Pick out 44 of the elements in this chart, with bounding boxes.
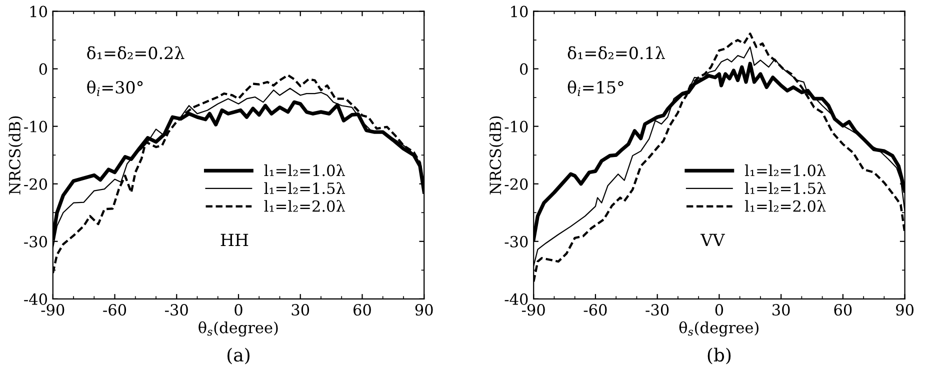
legend-label: l₁=l₂=1.0λ [744,164,826,176]
legend-label: l₁=l₂=1.5λ [264,182,346,194]
legend-label: l₁=l₂=1.0λ [264,164,346,176]
annotation: HH [220,234,248,246]
y-tick-label: -30 [24,236,48,248]
x-tick-label: 0 [715,304,724,316]
legend-label: l₁=l₂=1.5λ [744,182,826,194]
x-tick-label: -90 [522,304,545,316]
y-tick-label: 0 [39,63,48,75]
x-axis-title: θ$_{s}$(degree) [679,321,758,337]
annotation: θ$_{i}$=30° [87,80,143,96]
y-tick-label: 10 [30,6,48,18]
text: (b) [708,348,731,364]
annotation: θ$_{i}$=15° [568,80,624,96]
legend-label: l₁=l₂=2.0λ [744,200,826,212]
annotation: δ₁=δ₂=0.2λ [87,46,184,60]
x-tick-label: -90 [41,304,64,316]
y-tick-label: -20 [24,178,48,190]
y-tick-label: 10 [511,6,528,18]
y-tick-label: 0 [520,63,528,75]
x-tick-label: 90 [415,304,433,316]
x-tick-label: 60 [834,304,852,316]
x-tick-label: -30 [165,304,188,316]
x-tick-label: 30 [772,304,790,316]
x-tick-label: 60 [354,304,371,316]
x-tick-label: -60 [103,304,126,316]
y-tick-label: -40 [504,293,528,305]
text: (a) [227,348,250,364]
annotation: VV [700,234,725,246]
y-tick-label: -10 [24,120,48,132]
annotation: δ₁=δ₂=0.1λ [568,46,665,60]
legend-label: l₁=l₂=2.0λ [264,200,346,212]
x-tick-label: 90 [896,304,914,316]
y-tick-label: -40 [24,293,48,305]
y-axis-title: NRCS(dB) [489,116,504,194]
y-tick-label: -30 [504,236,528,248]
x-tick-label: -30 [646,304,669,316]
x-tick-label: 30 [292,304,310,316]
x-tick-label: 0 [234,304,242,316]
x-axis-title: θ$_{s}$(degree) [198,321,278,337]
y-tick-label: -10 [504,120,528,132]
y-axis-title: NRCS(dB) [8,116,23,194]
y-tick-label: -20 [504,178,528,190]
x-tick-label: -60 [584,304,607,316]
